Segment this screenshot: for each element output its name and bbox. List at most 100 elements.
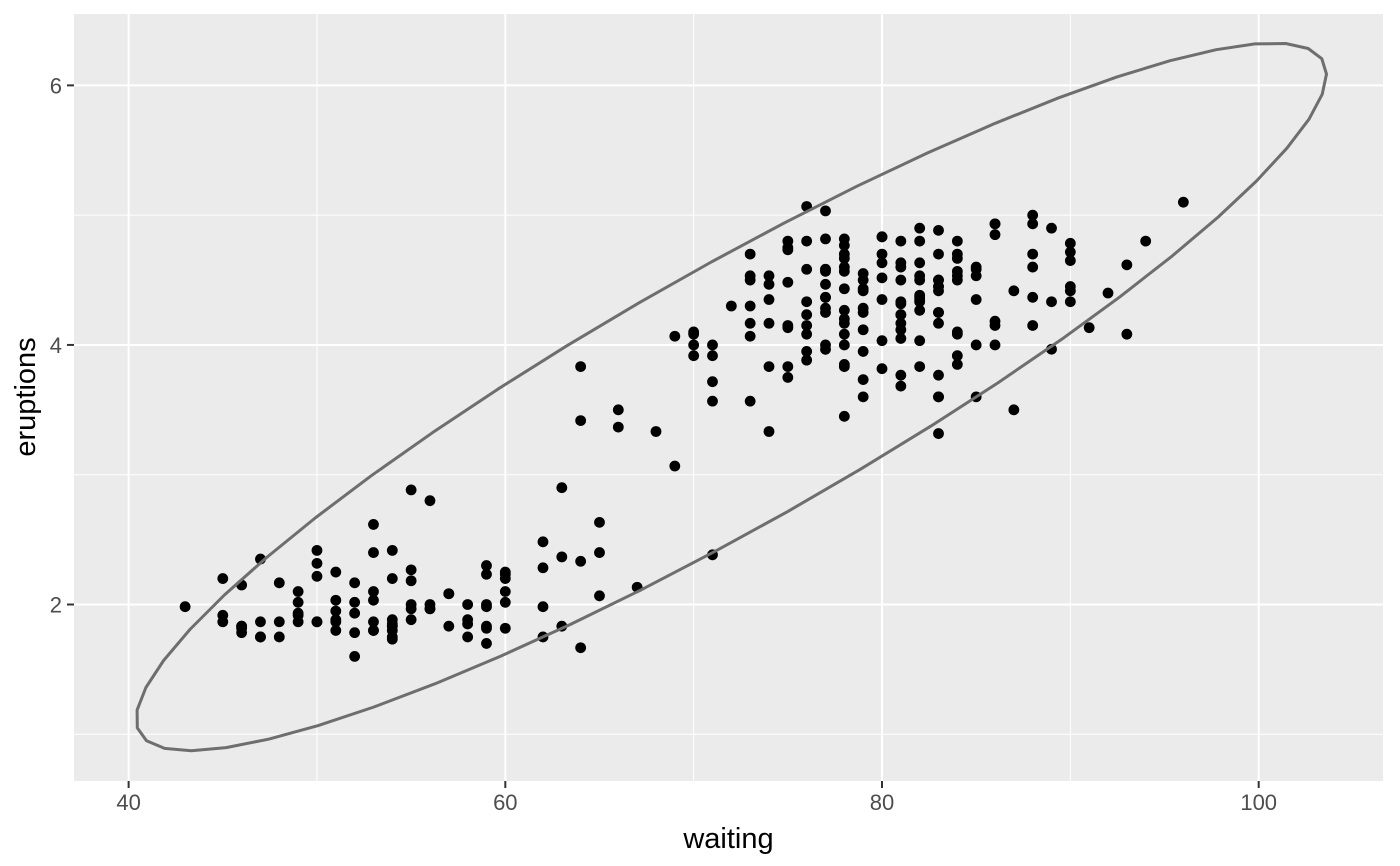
data-point (330, 614, 342, 626)
data-point (820, 278, 831, 290)
data-point (838, 317, 850, 329)
data-point (349, 596, 361, 608)
data-point (292, 607, 304, 619)
data-point (499, 622, 511, 634)
data-point (763, 278, 775, 290)
data-point (330, 605, 342, 617)
y-tick-label: 2 (50, 592, 62, 617)
data-point (368, 616, 379, 628)
data-point (292, 586, 304, 597)
data-point (330, 594, 342, 606)
data-point (1177, 196, 1189, 208)
data-point (556, 482, 568, 494)
x-tick-label: 100 (1240, 790, 1277, 815)
data-point (914, 304, 926, 316)
data-point (462, 618, 474, 630)
data-point (688, 328, 700, 340)
data-point (763, 426, 775, 437)
data-point (1102, 287, 1114, 299)
data-point (481, 622, 492, 634)
x-tick-label: 40 (116, 790, 140, 815)
data-point (292, 596, 304, 608)
data-point (1027, 218, 1039, 230)
data-point (405, 564, 417, 576)
data-point (933, 307, 944, 318)
data-point (951, 270, 963, 282)
data-point (970, 294, 982, 305)
data-point (311, 557, 323, 569)
data-point (801, 235, 813, 247)
data-point (481, 638, 492, 649)
data-point (933, 428, 944, 439)
data-point (669, 460, 681, 472)
data-point (782, 371, 794, 383)
data-point (801, 328, 813, 340)
data-point (612, 421, 624, 433)
data-point (499, 566, 511, 578)
data-point (951, 326, 963, 338)
data-point (782, 320, 794, 331)
data-point (763, 317, 775, 329)
data-point (688, 350, 700, 362)
data-point (744, 300, 756, 312)
data-point (744, 317, 756, 329)
data-point (537, 562, 549, 574)
data-point (575, 361, 587, 373)
data-point (989, 339, 1001, 351)
data-point (537, 601, 549, 613)
data-point (217, 573, 229, 584)
data-point (368, 519, 379, 530)
data-point (857, 391, 869, 403)
data-point (594, 590, 605, 602)
data-point (989, 229, 1001, 241)
data-point (236, 622, 248, 634)
data-point (933, 317, 944, 329)
data-point (895, 309, 907, 321)
data-point (876, 248, 888, 260)
data-point (405, 575, 417, 587)
data-point (255, 616, 266, 628)
data-point (951, 235, 963, 247)
data-point (1064, 296, 1076, 308)
data-point (386, 631, 398, 643)
data-point (368, 625, 379, 636)
ellipse-outline (135, 42, 1328, 753)
data-point (405, 614, 417, 626)
data-point (876, 363, 888, 375)
data-point (914, 222, 926, 234)
data-point (876, 272, 888, 284)
data-point (763, 270, 775, 282)
data-point (273, 577, 285, 589)
data-point (970, 263, 982, 275)
data-point (914, 270, 926, 282)
data-point (876, 335, 888, 347)
data-point (801, 296, 813, 308)
data-point (707, 376, 718, 388)
data-point (820, 343, 831, 355)
y-tick-label: 4 (50, 333, 62, 358)
data-point (707, 350, 718, 362)
data-point (820, 302, 831, 314)
data-point (933, 281, 944, 292)
data-point (763, 294, 775, 305)
data-point (386, 573, 398, 584)
data-point (801, 263, 813, 275)
data-point (255, 631, 266, 643)
data-point (914, 335, 926, 347)
data-point (933, 224, 944, 236)
data-point (895, 333, 907, 344)
data-point (1027, 209, 1039, 221)
data-point (857, 324, 869, 336)
y-tick-label: 6 (50, 73, 62, 98)
data-point (688, 339, 700, 351)
data-point (443, 588, 455, 600)
data-point (405, 484, 417, 496)
data-point (1140, 235, 1152, 247)
data-point (951, 350, 963, 362)
data-point (914, 257, 926, 269)
data-point (801, 346, 813, 357)
data-point (838, 361, 850, 373)
data-point (311, 616, 323, 628)
data-point (838, 304, 850, 316)
